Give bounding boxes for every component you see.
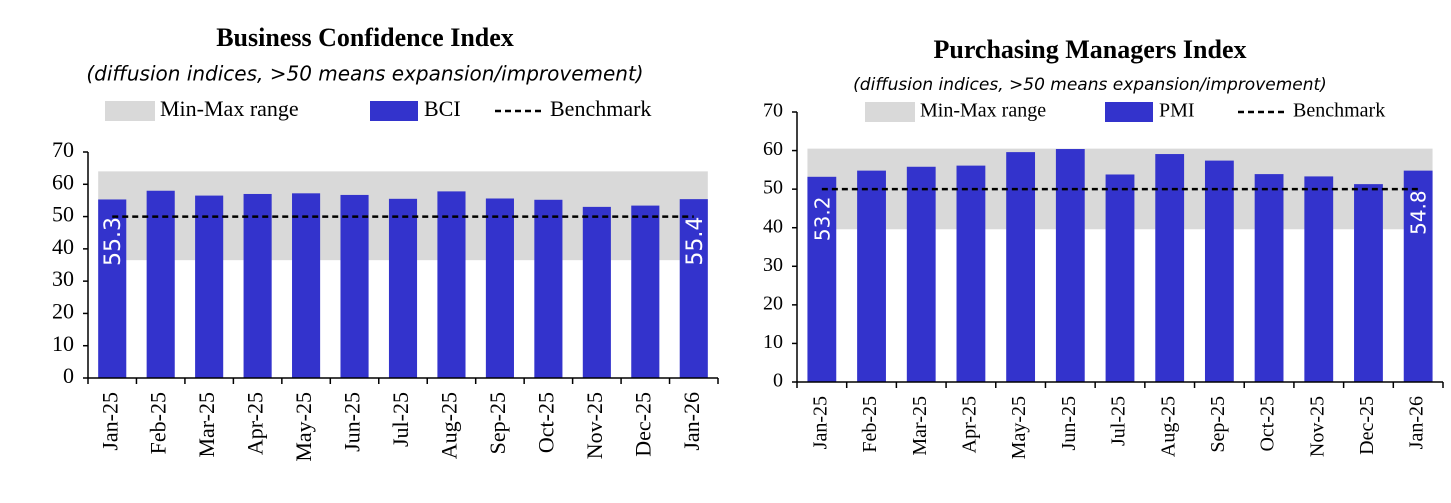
x-tick-label: Feb-25: [146, 392, 171, 454]
data-label: 54.8: [1407, 190, 1431, 235]
x-tick-label: Mar-25: [909, 396, 931, 456]
y-tick-label: 40: [763, 215, 783, 237]
x-tick-label: Jan-26: [1406, 396, 1428, 449]
bar: [1006, 152, 1036, 382]
x-tick-label: Aug-25: [437, 392, 462, 459]
chart-subtitle: (diffusion indices, >50 means expansion/…: [86, 62, 643, 86]
y-tick-label: 70: [52, 137, 74, 162]
x-tick-label: Jan-25: [809, 396, 831, 449]
legend-label: BCI: [424, 96, 461, 121]
bar: [388, 198, 418, 378]
data-label: 55.4: [683, 217, 708, 266]
y-tick-label: 20: [52, 298, 74, 323]
x-tick-label: Jul-25: [1108, 396, 1130, 446]
y-tick-label: 0: [773, 370, 783, 392]
y-tick-label: 70: [763, 100, 783, 122]
x-tick-label: Apr-25: [243, 392, 268, 455]
bar: [1055, 149, 1085, 382]
bar: [98, 199, 127, 378]
x-tick-label: May-25: [1008, 396, 1030, 459]
x-tick-label: Dec-25: [1356, 396, 1378, 455]
chart-title: Business Confidence Index: [216, 23, 514, 52]
y-tick-label: 60: [763, 138, 783, 160]
x-tick-label: Jun-25: [340, 392, 365, 452]
legend-swatch: [1105, 102, 1153, 122]
bar: [437, 191, 466, 378]
data-label: 55.3: [101, 217, 126, 266]
y-tick-label: 10: [52, 331, 74, 356]
bar: [1304, 176, 1334, 382]
x-tick-label: Aug-25: [1157, 396, 1179, 457]
x-tick-label: Sep-25: [1207, 396, 1229, 453]
bar: [146, 190, 175, 378]
data-label: 53.2: [810, 197, 834, 242]
legend-label: Min-Max range: [920, 100, 1046, 122]
x-tick-label: Jul-25: [388, 392, 413, 447]
legend-swatch: [370, 101, 418, 121]
bar: [1403, 170, 1433, 382]
bar: [340, 194, 369, 378]
x-tick-label: Oct-25: [533, 392, 558, 453]
bar: [1155, 154, 1185, 382]
legend-label: Benchmark: [1293, 100, 1385, 122]
y-tick-label: 30: [763, 254, 783, 276]
x-tick-label: Dec-25: [630, 392, 655, 457]
bar: [1204, 160, 1234, 382]
bar: [679, 199, 708, 378]
bar: [292, 193, 321, 378]
legend-label: PMI: [1159, 100, 1195, 122]
x-tick-label: Nov-25: [1306, 396, 1328, 457]
x-tick-label: May-25: [291, 392, 316, 462]
bar: [956, 165, 986, 382]
legend-swatch: [105, 101, 155, 121]
bar: [807, 176, 837, 382]
legend-label: Min-Max range: [160, 96, 299, 121]
y-tick-label: 0: [63, 363, 74, 388]
x-tick-label: Oct-25: [1257, 396, 1279, 452]
y-tick-label: 30: [52, 266, 74, 291]
y-tick-label: 60: [52, 169, 74, 194]
x-tick-label: Jan-25: [97, 392, 122, 451]
chart-title: Purchasing Managers Index: [934, 35, 1247, 64]
x-tick-label: Jun-25: [1058, 396, 1080, 450]
x-tick-label: Nov-25: [582, 392, 607, 459]
bar: [582, 206, 611, 378]
x-tick-label: Feb-25: [859, 396, 881, 453]
y-tick-label: 10: [763, 331, 783, 353]
y-tick-label: 50: [52, 202, 74, 227]
y-tick-label: 40: [52, 234, 74, 259]
bar: [1354, 184, 1383, 382]
bar: [1105, 174, 1135, 382]
y-tick-label: 50: [763, 177, 783, 199]
bar: [631, 205, 660, 378]
bar: [857, 170, 886, 382]
bar: [534, 199, 563, 378]
bar: [195, 195, 224, 378]
legend-label: Benchmark: [550, 96, 651, 121]
x-tick-label: Apr-25: [959, 396, 981, 453]
bar: [485, 198, 514, 378]
x-tick-label: Sep-25: [485, 392, 510, 454]
bar: [906, 166, 936, 382]
bar: [243, 193, 272, 378]
bar: [1254, 174, 1284, 382]
chart-subtitle: (diffusion indices, >50 means expansion/…: [853, 75, 1327, 95]
legend-swatch: [865, 102, 915, 122]
x-tick-label: Jan-26: [679, 392, 704, 451]
y-tick-label: 20: [763, 292, 783, 314]
x-tick-label: Mar-25: [194, 392, 219, 458]
